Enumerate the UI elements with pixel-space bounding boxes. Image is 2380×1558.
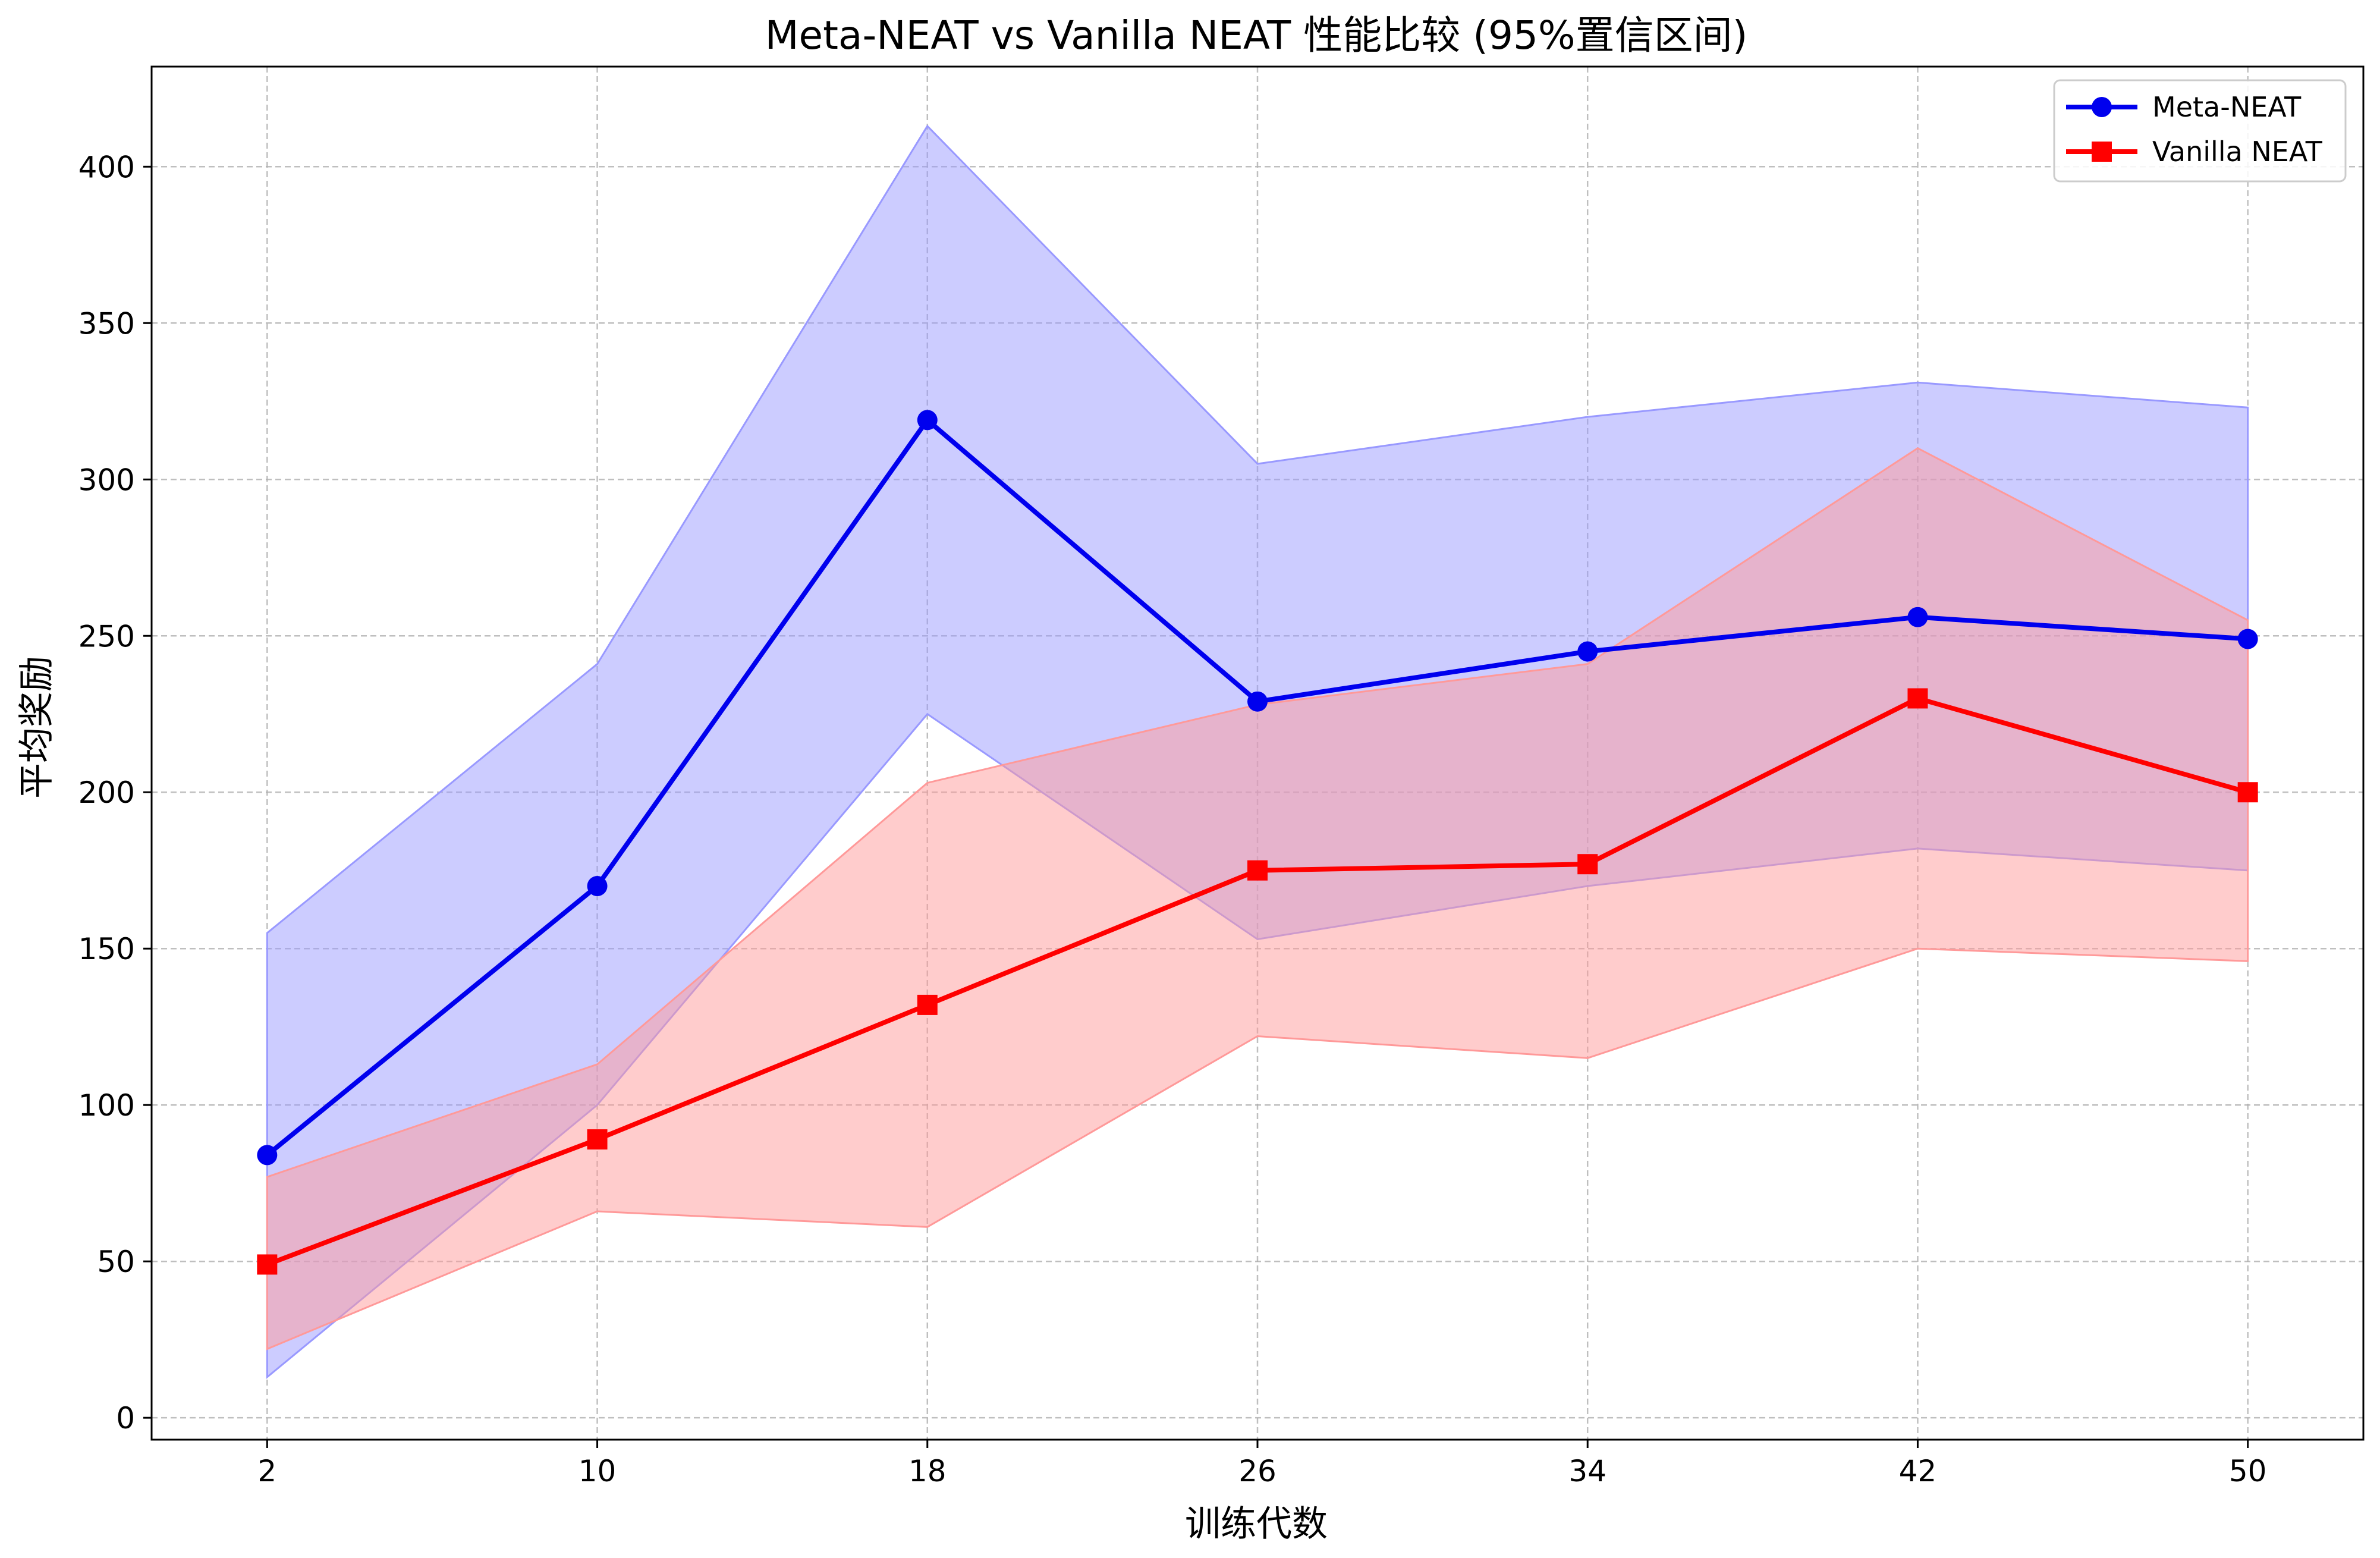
y-tick-label: 400 bbox=[78, 150, 135, 184]
series-markers bbox=[257, 410, 2258, 1275]
x-tick-label: 18 bbox=[908, 1454, 947, 1488]
y-tick-label: 150 bbox=[78, 932, 135, 966]
x-tick-label: 2 bbox=[257, 1454, 276, 1488]
vanilla-neat-confidence-band bbox=[266, 447, 2249, 1350]
vanilla-neat-point bbox=[257, 1254, 278, 1275]
meta-neat-point bbox=[917, 410, 938, 431]
y-tick-label: 50 bbox=[97, 1245, 135, 1279]
meta-neat-point bbox=[1577, 641, 1598, 662]
vanilla-neat-point bbox=[1907, 688, 1928, 709]
y-tick-label: 250 bbox=[78, 619, 135, 654]
y-tick-label: 100 bbox=[78, 1088, 135, 1123]
y-tick-label: 200 bbox=[78, 775, 135, 810]
vanilla-neat-point bbox=[587, 1129, 608, 1150]
axis-ticks: 2 10 18 26 34 42 50 0 50 100 150 200 250 300 350 400 bbox=[78, 150, 2267, 1488]
y-tick-label: 350 bbox=[78, 306, 135, 341]
meta-neat-point bbox=[587, 876, 608, 897]
vanilla-neat-point bbox=[1577, 854, 1598, 875]
meta-neat-point bbox=[2237, 629, 2258, 649]
confidence-bands bbox=[266, 124, 2249, 1379]
vanilla-neat-point bbox=[1247, 860, 1268, 881]
x-tick-label: 26 bbox=[1238, 1454, 1277, 1488]
meta-neat-legend-label: Meta-NEAT bbox=[2152, 91, 2302, 123]
x-tick-label: 34 bbox=[1568, 1454, 1606, 1488]
x-axis-label: 训练代数 bbox=[1185, 1503, 1328, 1545]
meta-neat-point bbox=[1247, 691, 1268, 712]
chart-title: Meta-NEAT vs Vanilla NEAT 性能比较 (95%置信区间) bbox=[765, 12, 1748, 58]
y-axis-label: 平均奖励 bbox=[16, 656, 58, 799]
x-tick-label: 10 bbox=[579, 1454, 617, 1488]
y-tick-label: 0 bbox=[116, 1401, 135, 1436]
meta-neat-legend-marker bbox=[2092, 97, 2112, 117]
meta-neat-point bbox=[1907, 607, 1928, 627]
legend: Meta-NEAT Vanilla NEAT bbox=[2053, 79, 2347, 183]
x-tick-label: 42 bbox=[1899, 1454, 1937, 1488]
vanilla-neat-point bbox=[2237, 782, 2258, 803]
vanilla-neat-legend-label: Vanilla NEAT bbox=[2152, 136, 2323, 168]
vanilla-neat-legend-marker bbox=[2092, 142, 2112, 162]
vanilla-neat-point bbox=[917, 994, 938, 1015]
x-tick-label: 50 bbox=[2229, 1454, 2267, 1488]
meta-neat-point bbox=[257, 1145, 278, 1166]
y-tick-label: 300 bbox=[78, 463, 135, 497]
